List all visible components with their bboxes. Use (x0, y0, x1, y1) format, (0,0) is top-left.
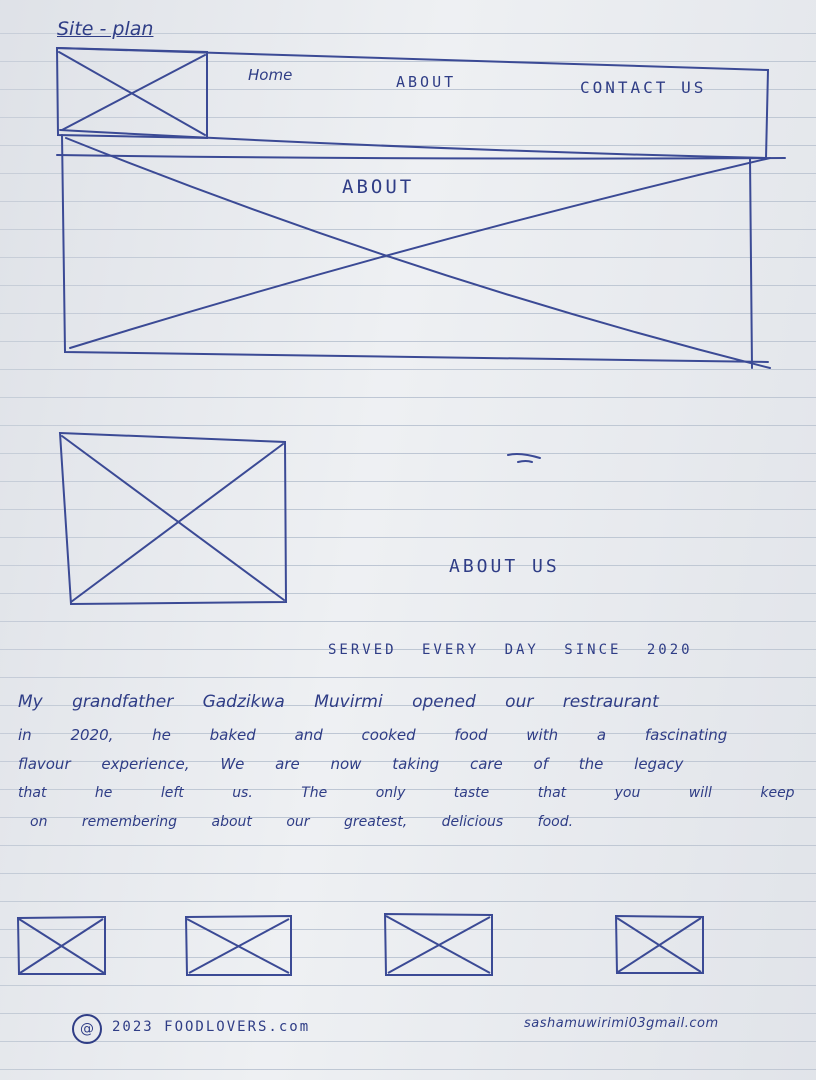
gallery-image-placeholder (184, 914, 293, 977)
gallery-image-placeholder (614, 914, 705, 975)
about-image-placeholder (58, 431, 288, 606)
story-line-2: in 2020, he baked and cooked food with a… (18, 726, 728, 744)
gallery-image-placeholder (16, 915, 107, 976)
about-us-heading: ABOUT US (449, 556, 560, 577)
tagline: SERVED EVERY DAY SINCE 2020 (328, 642, 693, 658)
footer-copyright: 2023 FOODLOVERS.com (112, 1019, 311, 1035)
story-line-3: flavour experience, We are now taking ca… (18, 755, 684, 773)
sketch-title: Site - plan (57, 18, 154, 40)
copyright-symbol: @ (72, 1014, 102, 1044)
footer-email[interactable]: sashamuwirimi03gmail.com (524, 1016, 719, 1031)
story-line-4: that he left us. The only taste that you… (18, 785, 795, 801)
hero-label: ABOUT (342, 176, 415, 198)
story-line-5: on remembering about our greatest, delic… (30, 814, 574, 830)
nav-about[interactable]: ABOUT (396, 73, 457, 91)
nav-home[interactable]: Home (248, 66, 293, 84)
gallery-image-placeholder (383, 912, 494, 977)
story-line-1: My grandfather Gadzikwa Muvirmi opened o… (18, 692, 659, 712)
nav-contact-us[interactable]: CONTACT US (580, 78, 707, 97)
